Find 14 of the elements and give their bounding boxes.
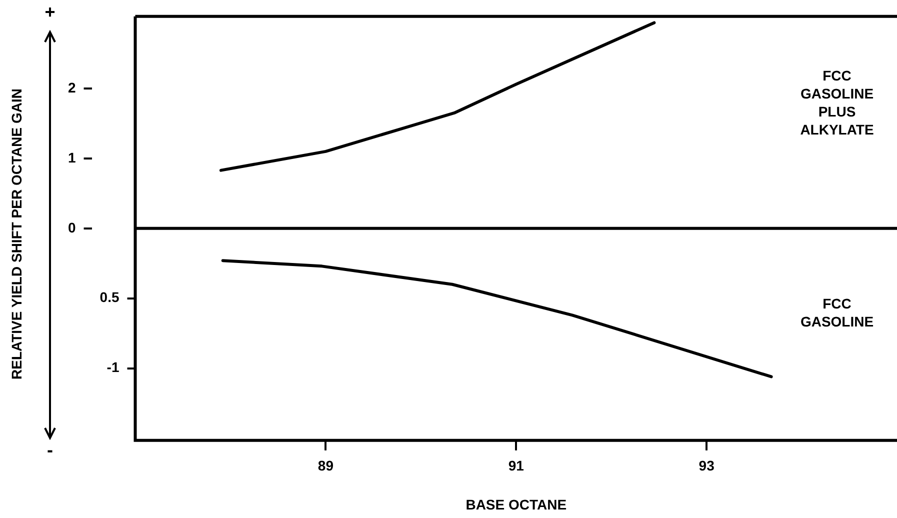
- y2-tick-label: 0.5: [100, 289, 120, 306]
- x-axis-title: BASE OCTANE: [466, 496, 567, 512]
- y-tick-label: 0: [68, 219, 76, 236]
- x-tick-label: 91: [508, 458, 524, 474]
- text: -: [46, 440, 54, 461]
- y-tick-label: 2: [68, 79, 76, 96]
- x-tick-label: 89: [318, 458, 334, 474]
- text: FCC GASOLINE: [800, 296, 874, 330]
- y-tick-label: 1: [68, 149, 76, 166]
- y2-tick-label: -1: [106, 359, 120, 376]
- text: FCC GASOLINE PLUS ALKYLATE: [800, 68, 874, 138]
- y-axis-title: RELATIVE YIELD SHIFT PER OCTANE GAIN: [8, 88, 24, 380]
- text: +: [44, 2, 56, 23]
- x-tick-label: 93: [698, 458, 715, 474]
